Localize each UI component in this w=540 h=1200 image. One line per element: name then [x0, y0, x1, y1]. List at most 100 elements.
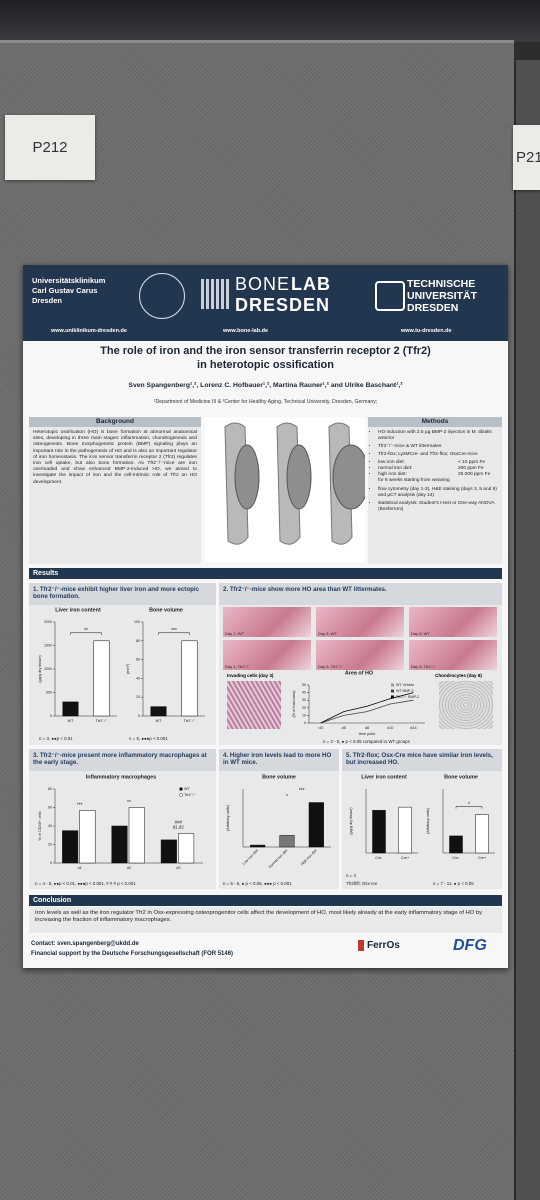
legend-label: WT [184, 787, 191, 791]
methods-box [368, 417, 502, 564]
y-tick-label: 80 [136, 639, 140, 643]
y-tick-label: 60 [48, 805, 52, 809]
methods-items: HO induction with 2.5 µg BMP-2 injection… [371, 430, 499, 458]
y-axis-label: (mm³) [126, 663, 130, 674]
url: www.tu-dresden.de [401, 328, 452, 334]
significance-bracket [158, 632, 190, 635]
panel-note: n = 7 - 11, ● p < 0.05 [433, 881, 474, 886]
panel-heading-bg [29, 749, 216, 771]
bar [93, 640, 110, 717]
diet: low iron diet: < 10 ppm Fe [378, 460, 499, 466]
histology-tile: Day 8, WT [409, 607, 497, 637]
y-tick-label: 40 [136, 676, 140, 680]
y-tick-label: 40 [302, 691, 306, 695]
panel-title: 5. Tfr2-flox; Osx-Cre mice have similar … [346, 752, 493, 767]
legend-label: Tfr2⁻/⁻ [184, 793, 196, 797]
dfg-logo: DFG [453, 937, 487, 954]
y-tick-label: 500 [46, 690, 52, 694]
y-tick-label: 80 [48, 787, 52, 791]
url: www.bone-lab.de [223, 328, 269, 334]
y-tick-label: 20 [48, 842, 52, 846]
charts: Liver iron content0500100015002000(µg/g … [38, 607, 495, 870]
diet-note: for 8 weeks starting from weaning [378, 478, 450, 483]
bonelab-dresden: DRESDEN [235, 295, 331, 315]
x-tick-label: High iron diet [300, 849, 318, 867]
x-tick-label: d5 [342, 726, 346, 730]
panel-title: 1. Tfr2⁻/⁻-mice exhibit higher liver iro… [33, 586, 200, 601]
image-label: Chondrocytes (day 8) [435, 673, 482, 678]
significance: * [468, 802, 470, 808]
bar [150, 706, 167, 717]
significance: ** [127, 800, 131, 806]
panel-title: 2. Tfr2⁻/⁻-mice show more HO area than W… [223, 586, 387, 593]
legend-swatch [391, 683, 394, 687]
ct-scans [224, 422, 370, 545]
bar [475, 814, 489, 854]
authors: Sven Spangenberg¹,², Lorenz C. Hofbauer¹… [128, 382, 403, 389]
clinic-name: Carl Gustav Carus [32, 286, 98, 295]
tile-label: Day 5, Tfr2⁻/⁻ [318, 664, 344, 669]
legend-swatch [391, 689, 394, 693]
y-axis-label: (µg/g dry tissue) [349, 807, 353, 835]
bar [372, 810, 386, 854]
panel-heading-bg [342, 749, 502, 771]
y-axis-label: (µg/g dry tissue) [38, 655, 42, 683]
significance: *** [77, 803, 83, 809]
tu-name: TECHNISCHE [407, 278, 476, 290]
x-tick-label: d1 [78, 866, 82, 870]
bar [308, 802, 324, 848]
chart-title: Inflammatory macrophages [86, 774, 156, 780]
x-tick-label: Normal iron diet [268, 849, 289, 870]
ossification [234, 444, 260, 510]
neighbour-number-card: P21 [513, 125, 540, 190]
clinic-name: Universitätsklinikum [32, 276, 106, 285]
section-bar: Conclusion [29, 895, 502, 906]
tile-label: Day 1, WT [225, 631, 244, 636]
significance-bracket [455, 806, 483, 809]
bar [398, 806, 412, 854]
contact: Contact: sven.spangenberg@ukdd.de [31, 941, 139, 947]
ferros-logo: FerrOs [358, 940, 400, 951]
x-tick-label: d2 [127, 866, 131, 870]
y-tick-label: 20 [136, 695, 140, 699]
tile-label: Day 5, WT [318, 631, 337, 636]
panel-note: Tfr2fl/fl; Osx-cre [346, 881, 378, 886]
histology-tile: Day 5, WT [316, 607, 404, 637]
clinic-seal [139, 273, 185, 319]
y-tick-label: 10 [302, 713, 306, 717]
poster-number-card: P212 [5, 115, 95, 180]
bonelab-lab: LAB [291, 274, 331, 294]
histology-tile: Day 5, Tfr2⁻/⁻ [316, 640, 404, 670]
section-heading: Methods [368, 417, 502, 427]
diet-iron: 200 ppm Fe [458, 466, 484, 471]
bar [128, 807, 145, 864]
section-heading: Background [29, 417, 201, 427]
x-tick-label: Low iron diet [242, 849, 259, 866]
y-tick-label: 1500 [44, 643, 52, 647]
x-tick-label: d8 [365, 726, 369, 730]
url: www.uniklinikum-dresden.de [51, 328, 127, 334]
funding: Financial support by the Deutsche Forsch… [31, 951, 234, 957]
section-bar: Results [29, 568, 502, 579]
title: The role of iron and the iron sensor tra… [100, 345, 431, 357]
panel-note: n = 2 - 5, ● p < 0.05 compared to WT gro… [323, 739, 410, 744]
diet-name: low iron diet: [378, 460, 405, 465]
tu-name: DRESDEN [407, 302, 459, 314]
y-tick-label: 0 [50, 861, 52, 865]
bonelab-bone: BONE [235, 274, 291, 294]
y-axis-label: % of CD45+ cells [38, 811, 42, 840]
image-label: Invading cells (day 3) [227, 673, 274, 678]
y-tick-label: 0 [50, 714, 52, 718]
x-tick-label: d10 [387, 726, 393, 730]
histology-tile: Day 1, WT [223, 607, 311, 637]
poster: Universitätsklinikum Carl Gustav Carus Dre… [23, 265, 508, 968]
y-tick-label: 2000 [44, 620, 52, 624]
ossification [286, 444, 312, 510]
x-tick-label: d3 [318, 726, 322, 730]
panel-heading-bg [29, 583, 216, 605]
micrograph [227, 681, 281, 729]
line [320, 692, 414, 724]
micrograph [439, 681, 493, 729]
x-tick-label: Tfr2⁻/⁻ [184, 719, 196, 723]
